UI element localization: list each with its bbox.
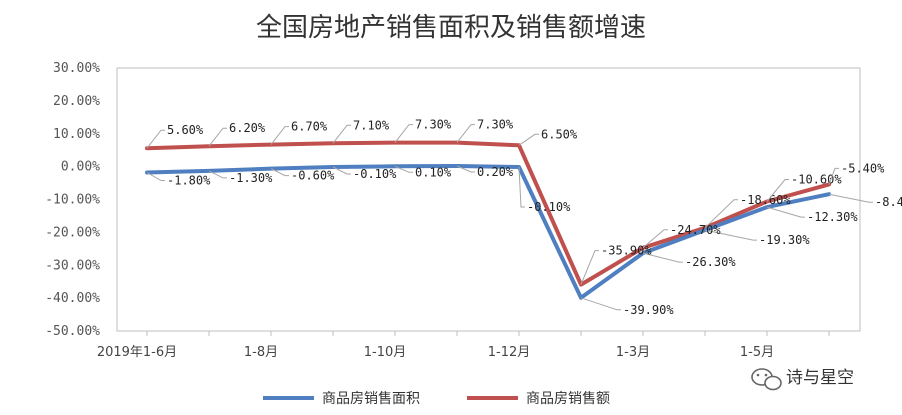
y-axis: 30.00% 20.00% 10.00% 0.00% -10.00% -20.00% -30…	[45, 61, 100, 339]
data-label-leader	[270, 126, 289, 145]
data-label-amount: 7.10%	[353, 118, 390, 132]
y-tick-label: -40.00%	[45, 291, 100, 306]
data-label-area: -39.90%	[623, 303, 674, 317]
data-label-area: -0.60%	[291, 169, 335, 183]
data-label-leader	[642, 229, 668, 249]
series-line-area	[145, 164, 831, 300]
y-tick-label: -50.00%	[45, 324, 100, 339]
data-label-leader	[332, 166, 351, 175]
x-tick-label: 1-8月	[244, 345, 278, 360]
series-lines	[145, 140, 831, 300]
data-label-area: -19.30%	[759, 233, 810, 247]
data-label-area: -12.30%	[807, 210, 858, 224]
data-label-leader	[766, 206, 805, 218]
data-label-leader	[704, 229, 757, 241]
y-tick-label: 0.00%	[61, 160, 100, 175]
x-tick-label: 1-3月	[616, 345, 650, 360]
y-tick-label: -30.00%	[45, 258, 100, 273]
data-label-area: -1.80%	[167, 174, 211, 188]
y-tick-label: 30.00%	[53, 61, 100, 76]
data-label-amount: -18.60%	[740, 193, 791, 207]
data-label-leader	[208, 170, 227, 179]
data-label-leader	[456, 165, 475, 173]
x-tick-label: 1-12月	[488, 345, 531, 360]
data-label-area: -0.10%	[527, 200, 571, 214]
data-label-leader	[642, 252, 683, 263]
data-label-leader	[146, 172, 165, 181]
watermark-text: 诗与星空	[786, 368, 854, 388]
data-label-leader	[394, 124, 413, 143]
x-tick-label: 2019年1-6月	[97, 345, 177, 360]
data-label-leader	[394, 165, 413, 173]
data-label-amount: -24.70%	[670, 223, 721, 237]
data-label-area: -26.30%	[685, 255, 736, 269]
data-label-area: -0.10%	[353, 167, 397, 181]
chart-title: 全国房地产销售面积及销售额增速	[256, 13, 646, 43]
x-tick-label: 1-5月	[740, 345, 774, 360]
data-label-leader	[518, 133, 539, 146]
data-label-leader	[704, 199, 738, 229]
data-label-area: 0.10%	[415, 165, 452, 179]
data-label-leader	[580, 297, 621, 311]
data-label-amount: -5.40%	[841, 161, 885, 175]
watermark: 诗与星空	[751, 368, 854, 391]
data-label-area: -8.40%	[875, 195, 902, 209]
data-label-area: -1.30%	[229, 171, 273, 185]
legend: 商品房销售面积 商品房销售额	[263, 391, 610, 407]
data-label-leader	[332, 124, 351, 144]
x-tick-label: 1-10月	[364, 345, 407, 360]
data-label-leader	[766, 179, 789, 202]
data-labels: -1.80% -1.30% -0.60% -0.10% 0.10% 0.20% -0.10%…	[146, 118, 902, 317]
x-axis: 2019年1-6月 1-8月 1-10月 1-12月 1-3月 1-5月	[97, 331, 830, 360]
data-label-leader	[518, 166, 525, 208]
legend-label-amount: 商品房销售额	[526, 391, 610, 407]
data-label-leader	[456, 124, 475, 143]
series-line-amount	[145, 140, 831, 287]
data-label-leader	[270, 168, 289, 177]
data-label-amount: 6.50%	[541, 127, 578, 141]
y-tick-label: -20.00%	[45, 225, 100, 240]
data-label-amount: 6.20%	[229, 121, 266, 135]
data-label-amount: -10.60%	[791, 172, 842, 186]
data-label-amount: 5.60%	[167, 123, 204, 137]
wechat-icon	[751, 368, 782, 391]
data-label-leader	[828, 167, 839, 185]
data-label-amount: 6.70%	[291, 120, 328, 134]
data-label-amount: -35.90%	[601, 244, 652, 258]
plot-area	[116, 67, 861, 332]
data-label-amount: 7.30%	[415, 118, 452, 132]
data-label-leader	[580, 250, 599, 285]
y-tick-label: -10.00%	[45, 193, 100, 208]
data-label-amount: 7.30%	[477, 118, 514, 132]
data-label-area: 0.20%	[477, 165, 514, 179]
legend-label-area: 商品房销售面积	[322, 391, 420, 407]
data-label-leader	[828, 193, 873, 203]
y-tick-label: 10.00%	[53, 127, 100, 142]
data-label-leader	[146, 129, 165, 149]
data-label-leader	[208, 127, 227, 147]
y-tick-label: 20.00%	[53, 94, 100, 109]
